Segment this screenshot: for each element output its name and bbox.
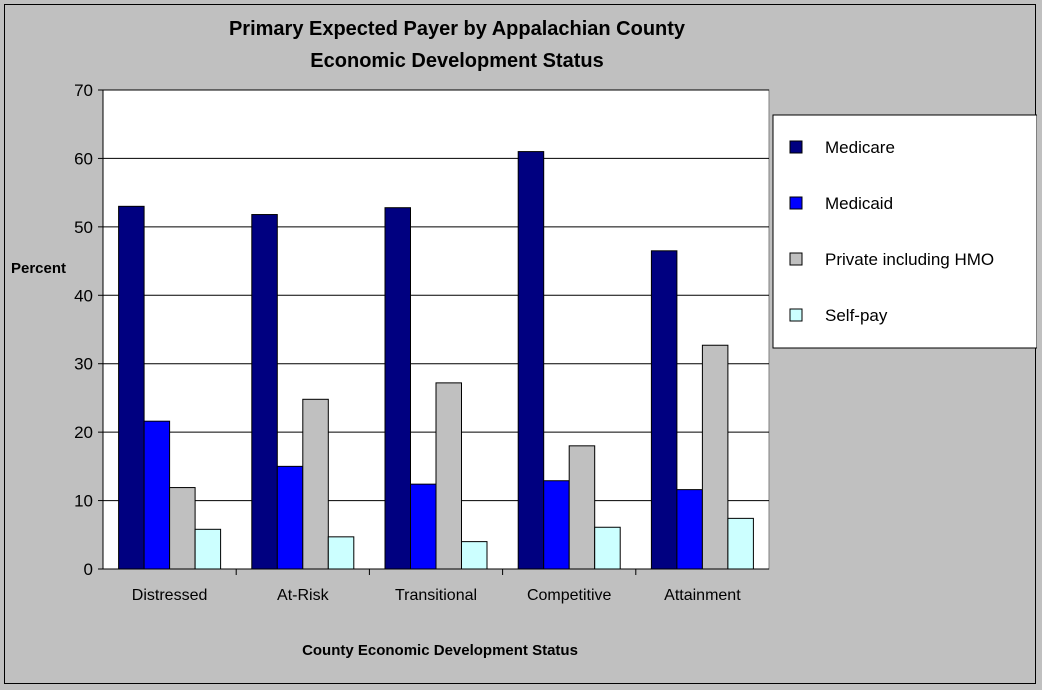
bar-self-pay-distressed: [194, 528, 222, 570]
chart-frame: Primary Expected Payer by Appalachian Co…: [4, 4, 1037, 684]
x-tick-label: Competitive: [527, 587, 612, 604]
y-tick-label: 60: [74, 149, 93, 168]
axes: 0 10 20 30 40 50 60 70 Distressed At-Risk Transiti…: [74, 81, 769, 604]
legend-swatch: [789, 140, 803, 154]
x-tick-label: Attainment: [664, 587, 741, 604]
x-tick-label: Transitional: [395, 587, 477, 604]
bar-private-including-hmo-at-risk: [302, 398, 329, 570]
legend: Medicare Medicaid Private including HMO Sel…: [772, 114, 1037, 349]
bar-medicaid-transitional: [410, 483, 437, 570]
legend-box: [772, 114, 1037, 349]
bar-chart: Primary Expected Payer by Appalachian Co…: [11, 18, 1037, 659]
legend-label: Self-pay: [825, 306, 888, 325]
bar-medicaid-at-risk: [276, 465, 304, 570]
bar-medicaid-competitive: [543, 480, 570, 570]
bar-self-pay-attainment: [727, 517, 754, 570]
x-tick-label: At-Risk: [277, 587, 330, 604]
y-axis-title: Percent: [11, 260, 66, 277]
y-tick-label: 50: [74, 218, 93, 237]
bar-medicaid-distressed: [143, 420, 171, 570]
y-tick-label: 30: [74, 355, 93, 374]
legend-label: Private including HMO: [825, 250, 994, 269]
legend-label: Medicare: [825, 138, 895, 157]
chart-title-line-1: Primary Expected Payer by Appalachian Co…: [229, 18, 686, 40]
y-tick-label: 20: [74, 423, 93, 442]
legend-swatch: [789, 196, 803, 210]
bar-private-including-hmo-distressed: [169, 487, 196, 570]
x-tick-label: Distressed: [132, 587, 208, 604]
bar-self-pay-competitive: [594, 526, 621, 570]
bar-medicare-competitive: [517, 151, 545, 570]
bar-self-pay-at-risk: [327, 536, 355, 570]
bar-medicare-transitional: [384, 207, 411, 570]
bars: [118, 151, 754, 570]
bar-private-including-hmo-competitive: [568, 445, 596, 570]
y-tick-label: 10: [74, 492, 93, 511]
legend-label: Medicaid: [825, 194, 893, 213]
y-tick-label: 40: [74, 286, 93, 305]
x-axis-title: County Economic Development Status: [302, 642, 578, 659]
bar-medicare-distressed: [118, 205, 145, 570]
bar-private-including-hmo-attainment: [701, 344, 729, 570]
legend-swatch: [789, 252, 803, 266]
bar-medicare-at-risk: [251, 214, 278, 570]
bar-medicare-attainment: [650, 250, 678, 570]
bar-medicaid-attainment: [676, 489, 703, 570]
bar-private-including-hmo-transitional: [435, 382, 462, 570]
y-tick-label: 70: [74, 81, 93, 100]
legend-swatch: [789, 308, 803, 322]
y-tick-label: 0: [84, 560, 93, 579]
bar-self-pay-transitional: [461, 541, 488, 570]
chart-title-line-2: Economic Development Status: [310, 50, 603, 72]
